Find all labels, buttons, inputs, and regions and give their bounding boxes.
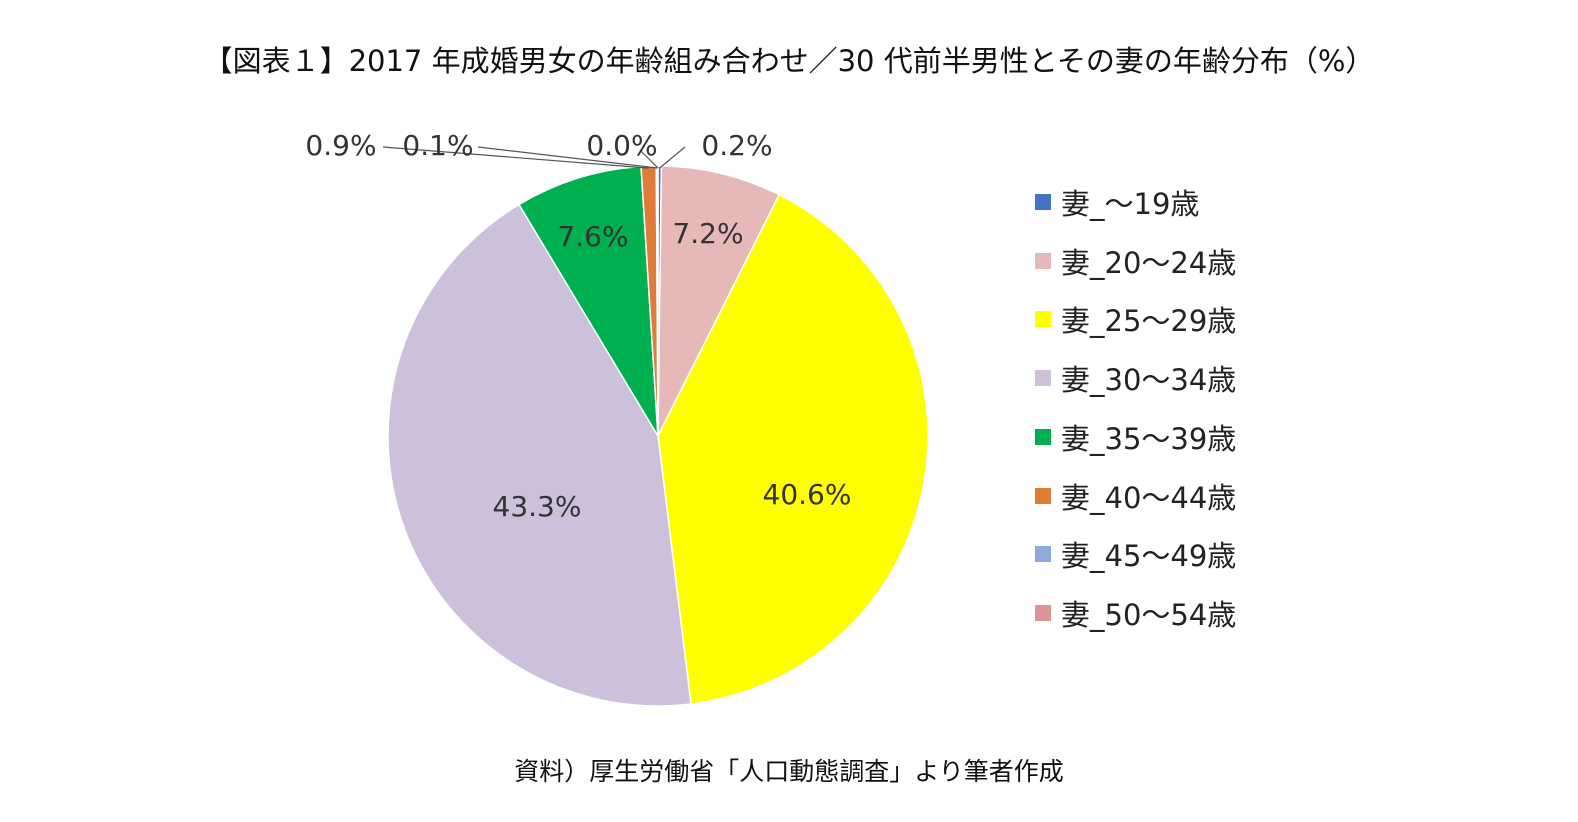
data-labels-group: 0.2% 7.2% 40.6% 43.3% 7.6% 0.9% 0.1% 0.0% [305,129,851,523]
legend-label: 妻_25～29歳 [1061,304,1237,339]
leader-line [477,146,658,169]
data-label: 0.1% [402,129,473,162]
legend-label: 妻_20～24歳 [1061,245,1237,280]
legend-item: 妻_25～29歳 [1035,295,1236,343]
leader-line [659,146,686,169]
legend-label: 妻_50～54歳 [1061,597,1237,632]
legend-swatch [1035,487,1051,504]
legend-swatch [1035,428,1051,445]
legend-item: 妻_～19歳 [1035,178,1199,226]
legend-swatch [1035,194,1051,210]
leader-line [382,146,649,169]
pie-slice [657,165,781,437]
data-label: 0.9% [305,129,376,162]
legend-item: 妻_35～39歳 [1035,413,1236,461]
legend-swatch [1035,252,1051,269]
leader-line [639,149,659,169]
pie-slice [657,193,929,705]
data-label: 7.6% [557,220,628,253]
data-label: 43.3% [493,490,582,523]
chart-title: 【図表１】2017 年成婚男女の年齢組み合わせ／30 代前半男性とその妻の年齢分… [203,44,1375,78]
legend-item: 妻_20～24歳 [1035,237,1236,285]
legend-item: 妻_50～54歳 [1035,589,1236,637]
legend-label: 妻_40～44歳 [1061,480,1237,515]
legend-item: 妻_30～34歳 [1035,354,1236,402]
pie-slice [387,203,692,707]
data-label: 0.0% [586,129,657,162]
pie-slices-group [387,165,929,707]
source-note: 資料）厚生労働省「人口動態調査」より筆者作成 [514,757,1064,786]
legend-label: 妻_30～34歳 [1061,363,1237,398]
data-label: 0.2% [701,129,772,162]
legend-item: 妻_40～44歳 [1035,472,1236,520]
legend-swatch [1035,311,1051,328]
data-label: 7.2% [672,217,743,250]
legend-swatch [1035,370,1051,387]
legend-item: 妻_45～49歳 [1035,530,1236,578]
legend-swatch [1035,546,1051,563]
legend-label: 妻_45～49歳 [1061,539,1237,574]
legend-label: 妻_～19歳 [1061,187,1200,221]
leader-lines-group [382,146,686,169]
legend-swatch [1035,604,1051,621]
data-label: 40.6% [763,478,852,511]
legend-label: 妻_35～39歳 [1061,421,1237,456]
